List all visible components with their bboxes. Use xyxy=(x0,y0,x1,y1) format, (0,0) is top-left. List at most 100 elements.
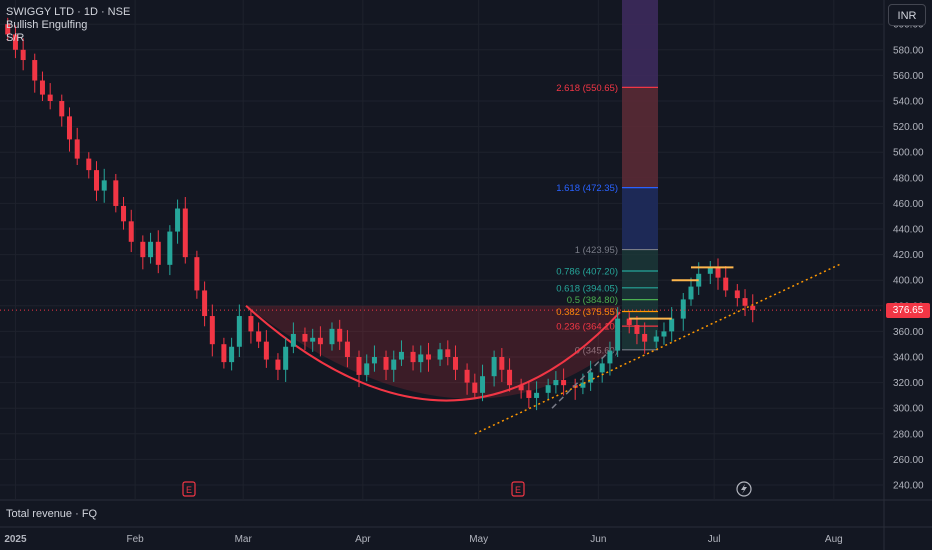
symbol-title[interactable]: SWIGGY LTD · 1D · NSE xyxy=(6,6,131,18)
y-tick-label: 560.00 xyxy=(893,71,924,82)
candle-body xyxy=(553,380,559,386)
x-tick-label: Mar xyxy=(235,534,253,545)
time-axis[interactable]: 2025 Feb Mar Apr May Jun Jul Aug xyxy=(4,534,842,545)
candle-body xyxy=(534,392,540,398)
candle-body xyxy=(707,267,713,274)
cup-curve xyxy=(245,305,621,402)
candle-body xyxy=(445,349,451,357)
x-tick-label: May xyxy=(469,534,488,545)
candle-body xyxy=(750,305,756,311)
x-tick-label: 2025 xyxy=(4,534,27,545)
y-tick-label: 520.00 xyxy=(893,122,924,133)
candle-body xyxy=(491,357,497,377)
trendline xyxy=(0,262,884,435)
fib-level-label: 0 (345.60) xyxy=(575,345,618,356)
candle-body xyxy=(418,354,424,363)
candle-body xyxy=(472,382,478,393)
candle-body xyxy=(425,354,431,360)
candle-body xyxy=(507,369,513,386)
candle-body xyxy=(545,385,551,393)
candle-body xyxy=(588,372,594,383)
candle-body xyxy=(364,363,370,375)
candle-body xyxy=(723,277,729,291)
candle-body xyxy=(518,385,524,391)
candle-body xyxy=(734,290,740,299)
candle-body xyxy=(263,341,269,360)
candle-body xyxy=(337,328,343,342)
candle-body xyxy=(437,349,443,360)
fib-level-label: 1 (423.95) xyxy=(575,245,618,256)
candle-body xyxy=(383,357,389,370)
support-trendline xyxy=(474,262,842,435)
y-tick-label: 300.00 xyxy=(893,404,924,415)
x-tick-label: Jun xyxy=(590,534,606,545)
candle-body xyxy=(410,351,416,363)
fib-zone-red xyxy=(622,87,658,188)
candle-body xyxy=(140,241,146,258)
fib-zone-top xyxy=(622,0,658,88)
candle-body xyxy=(680,299,686,319)
fibonacci-zone: 2.618 (550.65) 1.618 (472.35) 1 (423.95) 0.… xyxy=(556,0,658,356)
earnings-marker: E xyxy=(511,481,525,497)
currency-button[interactable]: INR xyxy=(888,4,926,26)
price-axis[interactable]: 240.00 260.00 280.00 300.00 320.00 340.00 360.… xyxy=(893,20,924,492)
candle-body xyxy=(626,318,632,325)
earnings-icon-letter: E xyxy=(186,485,192,495)
candle-body xyxy=(113,180,119,206)
y-tick-label: 540.00 xyxy=(893,97,924,108)
lightning-icon-ring xyxy=(736,481,752,497)
candle-body xyxy=(101,180,107,191)
candle-body xyxy=(74,139,80,159)
fib-zone-blue xyxy=(622,187,658,250)
total-revenue-pane-label[interactable]: Total revenue · FQ xyxy=(6,508,98,520)
y-tick-label: 480.00 xyxy=(893,173,924,184)
indicator-bullish-engulfing[interactable]: Bullish Engulfing xyxy=(6,19,88,31)
y-tick-label: 340.00 xyxy=(893,353,924,364)
y-tick-label: 460.00 xyxy=(893,199,924,210)
candle-body xyxy=(329,328,335,345)
candle-body xyxy=(607,350,613,364)
candle-body xyxy=(464,369,470,383)
earnings-icon-letter: E xyxy=(515,485,521,495)
last-price-tag: 376.65 xyxy=(886,303,930,318)
candle-body xyxy=(480,376,486,393)
candle-body xyxy=(275,359,281,370)
lightning-icon-bolt xyxy=(741,484,747,494)
candle-body xyxy=(121,205,127,222)
candle-body xyxy=(561,380,567,386)
y-tick-label: 440.00 xyxy=(893,225,924,236)
earnings-icon xyxy=(182,481,196,497)
candle-body xyxy=(59,101,65,117)
candle-body xyxy=(344,341,350,357)
candle-body xyxy=(236,316,242,347)
candle-body xyxy=(371,357,377,364)
candle-body xyxy=(66,116,72,140)
candle-body xyxy=(310,337,316,342)
candle-body xyxy=(499,357,505,370)
candlestick-series xyxy=(5,17,756,411)
earnings-icon xyxy=(511,481,525,497)
candle-body xyxy=(256,331,262,342)
candle-body xyxy=(634,325,640,334)
y-tick-label: 420.00 xyxy=(893,250,924,261)
x-tick-label: Aug xyxy=(825,534,843,545)
y-tick-label: 360.00 xyxy=(893,327,924,338)
candle-body xyxy=(526,390,532,398)
candle-body xyxy=(742,298,748,306)
y-tick-label: 400.00 xyxy=(893,276,924,287)
candle-body xyxy=(47,94,53,101)
candle-body xyxy=(661,331,667,337)
candle-body xyxy=(302,333,308,342)
candle-body xyxy=(148,241,154,258)
indicator-sr[interactable]: S/R xyxy=(6,32,25,44)
candle-body xyxy=(669,318,675,332)
candle-body xyxy=(229,346,235,363)
fib-level-label: 0.618 (394.05) xyxy=(556,283,618,294)
candle-body xyxy=(642,333,648,342)
candle-body xyxy=(580,382,586,388)
candle-body xyxy=(194,257,200,291)
candle-body xyxy=(155,241,161,265)
candle-body xyxy=(615,318,621,351)
